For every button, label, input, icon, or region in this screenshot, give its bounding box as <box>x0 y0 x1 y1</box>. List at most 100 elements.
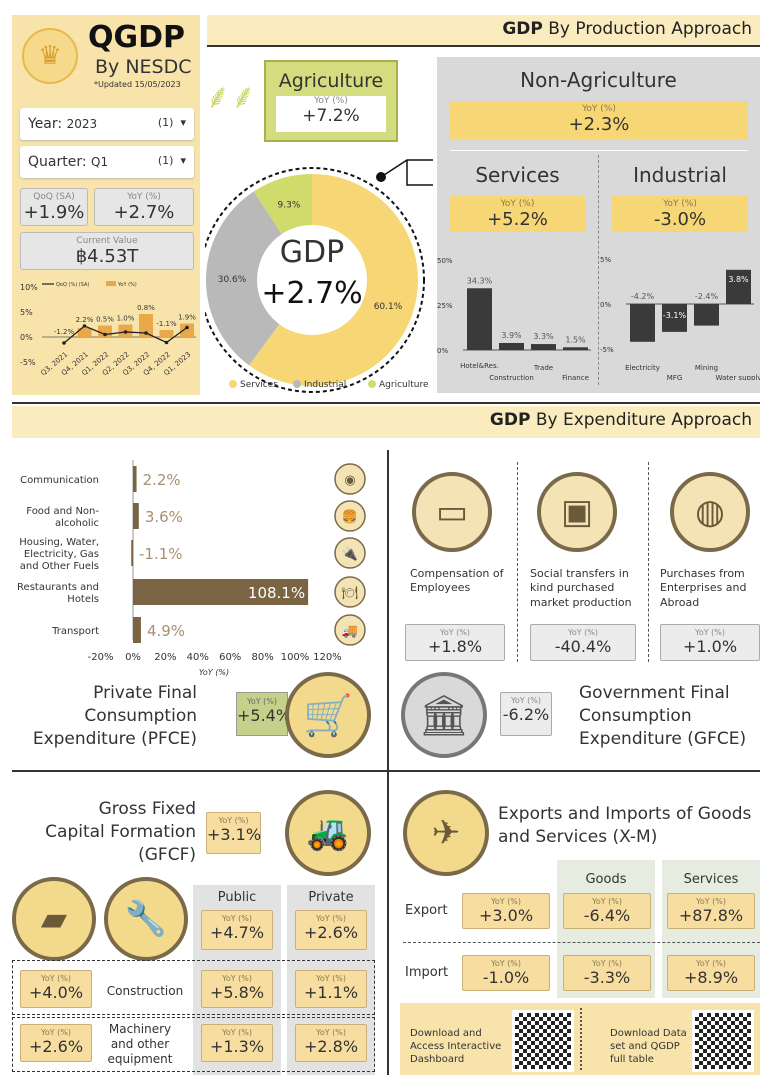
yoy-label: YoY (%) <box>695 628 725 637</box>
bar <box>133 466 137 492</box>
services-yoy-card: YoY (%) +5.2% <box>450 196 585 232</box>
app-subtitle: By NESDC <box>95 56 192 78</box>
yoy-label: YoY (%) <box>218 816 249 825</box>
yoy-card: YoY (%) -3.3% <box>563 955 651 991</box>
yoy-label: YoY (%) <box>127 192 161 202</box>
year-value: 2023 <box>66 117 98 131</box>
airplane-icon: ✈ <box>403 790 489 876</box>
x-tick-label: Electricity <box>625 364 660 372</box>
globe-icon: ◍ <box>670 472 750 552</box>
x-tick-label: MFG <box>667 374 683 380</box>
x-axis-label: YoY (%) <box>199 668 229 677</box>
bar <box>131 540 134 566</box>
qoq-data-label: 2.2% <box>76 316 94 324</box>
x-tick-label: 100% <box>281 652 310 663</box>
x-tick-label: 60% <box>219 652 241 663</box>
category-label: Electricity, Gas <box>24 549 99 560</box>
bar-data-label: 2.2% <box>143 471 181 489</box>
qoq-point <box>144 331 148 335</box>
yoy-card: YoY (%) +5.8% <box>201 970 273 1008</box>
yoy-label: YoY (%) <box>440 628 470 637</box>
qoq-data-label: 1.0% <box>117 315 135 323</box>
qoq-data-label: 0.8% <box>137 304 155 312</box>
bulldozer-icon: 🚜 <box>285 790 371 876</box>
category-label: Housing, Water, <box>19 537 99 548</box>
dashboard-qr-code[interactable] <box>512 1010 574 1072</box>
yoy-label: YoY (%) <box>582 104 616 114</box>
yoy-value: -40.4% <box>554 637 612 656</box>
yoy-label: YoY (%) <box>491 897 521 906</box>
bar-data-label: 3.9% <box>501 331 522 340</box>
qoq-point <box>62 341 66 345</box>
download-dashboard-link[interactable]: Download and Access Interactive Dashboar… <box>410 1028 502 1065</box>
expenditure-header: GDP By Expenditure Approach <box>12 406 760 438</box>
yoy-value: +8.9% <box>683 968 739 987</box>
yoy-card: YoY (%) +8.9% <box>667 955 755 991</box>
yoy-value: +1.8% <box>427 637 483 656</box>
services-bar-chart: 50% 25% 0% 34.3% Hotel&Res. 3.9% Construction 3… <box>437 257 591 380</box>
year-label: Year: <box>28 116 63 132</box>
legend-swatch <box>293 380 301 388</box>
pfce-bar-chart: 2.2% ◉ 3.6% 🍔 -1.1% 🔌 108.1% 🍽 4.9% 🚚 Communicatio… <box>17 460 366 677</box>
gdp-label: GDP <box>279 235 345 270</box>
x-tick-label: Hotel&Res. <box>460 362 499 370</box>
download-dataset-link[interactable]: Download Data set and QGDP full table <box>610 1028 687 1065</box>
y-tick-label: 25% <box>437 302 453 310</box>
yoy-label: YoY (%) <box>316 1028 346 1037</box>
x-tick-label: 40% <box>187 652 209 663</box>
yoy-value: +5.8% <box>209 983 265 1002</box>
y-tick-label: 0% <box>437 347 448 355</box>
connector-arrow <box>376 159 433 186</box>
bar <box>694 304 719 326</box>
qoq-data-label: -1.1% <box>156 320 177 328</box>
legend-label: Agriculture <box>379 380 429 390</box>
shopping-cart-icon: 🛒 <box>285 672 371 758</box>
yoy-bar <box>159 330 174 337</box>
yoy-bar <box>98 325 112 337</box>
legend-yoy: YoY (%) <box>117 282 137 288</box>
x-tick-label: 20% <box>154 652 176 663</box>
year-count: (1) <box>157 116 174 129</box>
y-tick-label: -5% <box>20 358 36 367</box>
year-dropdown[interactable]: Year: 2023 (1) ▾ <box>20 108 194 140</box>
dataset-qr-code[interactable] <box>692 1010 754 1072</box>
bar <box>726 269 751 304</box>
gov-item-label: Purchases from Enterprises and Abroad <box>660 567 747 609</box>
yoy-label: YoY (%) <box>222 974 252 983</box>
donut-outline <box>205 167 425 393</box>
legend-swatch <box>368 380 376 388</box>
yoy-label: YoY (%) <box>222 914 252 923</box>
category-label: Hotels <box>67 594 99 605</box>
yoy-card: YoY (%) +4.0% <box>20 970 92 1008</box>
yoy-value: +2.8% <box>303 1037 359 1056</box>
current-value-label: Current Value <box>76 236 138 246</box>
yoy-value: +4.7% <box>209 923 265 942</box>
yoy-value: +87.8% <box>678 906 744 925</box>
yoy-label: YoY (%) <box>568 628 598 637</box>
wheat-icon: ⸙⸙ <box>205 77 256 117</box>
yoy-label: YoY (%) <box>511 696 541 705</box>
category-label: Food and Non- <box>26 506 99 517</box>
gfcf-yoy-card: YoY (%) +3.1% <box>206 812 261 854</box>
agriculture-yoy: +7.2% <box>302 106 360 126</box>
yoy-value: +2.6% <box>303 923 359 942</box>
yoy-value: +1.1% <box>303 983 359 1002</box>
goods-header: Goods <box>585 872 627 887</box>
machinery-row <box>12 1017 375 1072</box>
bar <box>630 304 655 342</box>
bar-data-label: -1.1% <box>139 545 183 563</box>
bar-data-label: 1.5% <box>565 335 586 344</box>
y-tick-label: 5% <box>20 308 33 317</box>
bar-data-label: 34.3% <box>467 276 493 285</box>
industrial-yoy: -3.0% <box>653 209 707 230</box>
quarter-dropdown[interactable]: Quarter: Q1 (1) ▾ <box>20 146 194 178</box>
yoy-label: YoY (%) <box>696 897 726 906</box>
gdp-donut-chart: 60.1% 30.6% 9.3% Services Industrial Agricult… <box>205 167 429 393</box>
bar <box>133 503 139 529</box>
gfce-yoy-card: YoY (%) -6.2% <box>500 692 552 736</box>
x-tick-label: Trade <box>533 364 553 372</box>
bar-data-label: 3.6% <box>145 508 183 526</box>
yoy-value: +1.3% <box>209 1037 265 1056</box>
bar-data-label: 108.1% <box>248 584 305 602</box>
non-agriculture-yoy: +2.3% <box>568 114 630 135</box>
